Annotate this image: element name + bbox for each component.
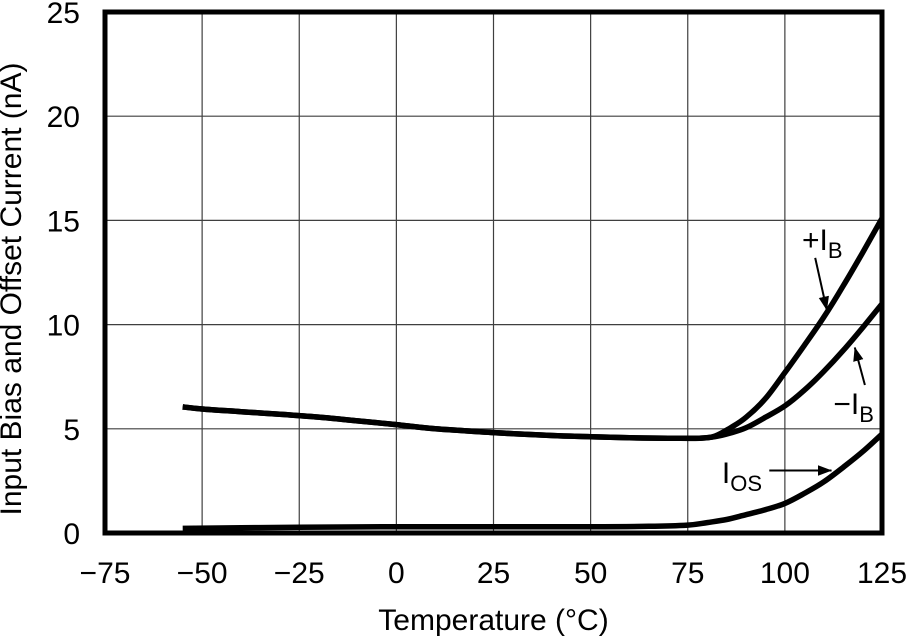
x-axis-title: Temperature (°C) bbox=[378, 604, 609, 637]
plot-frame bbox=[102, 9, 885, 536]
curve-plus-ib bbox=[182, 216, 885, 442]
x-tick-label: −50 bbox=[177, 557, 228, 590]
y-axis-title: Input Bias and Offset Current (nA) bbox=[0, 62, 28, 516]
x-tick-label: −25 bbox=[274, 557, 325, 590]
x-tick-label: 50 bbox=[574, 557, 607, 590]
x-tick-label: 125 bbox=[857, 557, 907, 590]
x-tick-label: 100 bbox=[760, 557, 810, 590]
y-tick-label: 25 bbox=[47, 0, 80, 30]
annotation-arrow-plus-ib bbox=[814, 257, 829, 311]
y-tick-label: 0 bbox=[63, 518, 80, 551]
annotation-arrow-minus-ib bbox=[853, 347, 866, 386]
x-tick-label: 25 bbox=[477, 557, 510, 590]
annotation-label-ios: IOS bbox=[722, 457, 762, 496]
x-tick-label: 0 bbox=[388, 557, 405, 590]
y-tick-label: 5 bbox=[63, 414, 80, 447]
y-tick-label: 15 bbox=[47, 205, 80, 238]
y-tick-label: 10 bbox=[47, 310, 80, 343]
annotation-label-plus-ib: +IB bbox=[802, 224, 843, 263]
curve-minus-ib bbox=[182, 302, 885, 442]
x-tick-label: 75 bbox=[671, 557, 704, 590]
x-tick-label: −75 bbox=[80, 557, 131, 590]
annotation-label-minus-ib: −IB bbox=[833, 388, 874, 427]
curve-ios bbox=[182, 431, 884, 532]
y-tick-label: 20 bbox=[47, 101, 80, 134]
